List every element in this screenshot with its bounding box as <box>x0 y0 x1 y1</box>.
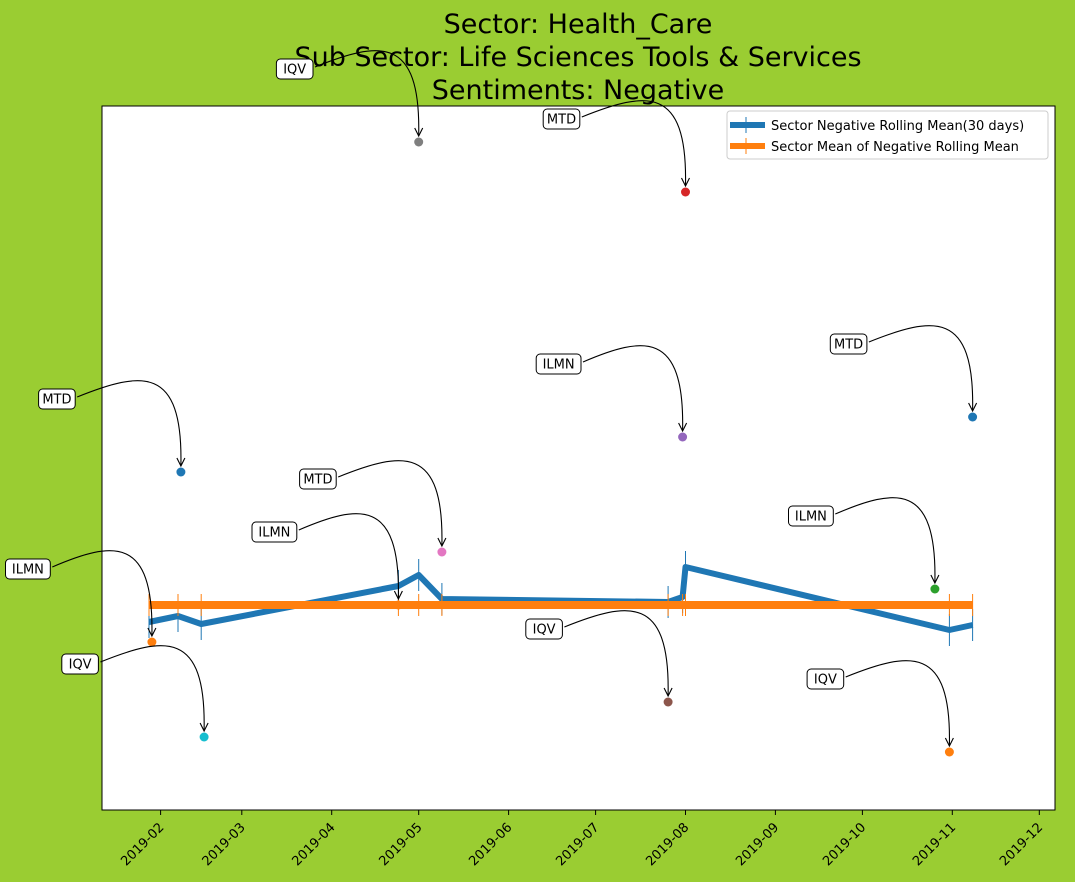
annotation-label-box <box>251 521 298 543</box>
annotation-arrowhead <box>678 422 688 433</box>
title-line-sector: Sector: Health_Care <box>444 9 713 40</box>
annotation-label: ILMN <box>543 358 575 373</box>
annotation-label-box <box>299 468 337 490</box>
annotation-label: MTD <box>303 473 332 488</box>
annotation-point <box>681 187 690 197</box>
annotation-point <box>437 547 447 557</box>
annotation-arrow <box>581 100 687 186</box>
annotation-arrowhead <box>393 590 403 601</box>
annotation-label: IQV <box>814 673 837 688</box>
annotation-label: IQV <box>69 658 92 673</box>
annotation-label-box <box>38 388 76 410</box>
annotation-point <box>663 697 673 707</box>
annotation-point <box>968 412 978 422</box>
annotation-label-box <box>5 558 51 580</box>
x-tick-label: 2019-02 <box>118 820 167 869</box>
plot-area <box>101 105 1056 811</box>
annotation-point <box>147 637 157 647</box>
annotation-arrowhead <box>968 402 978 413</box>
annotation-point <box>930 584 940 594</box>
annotation-label: ILMN <box>795 510 827 525</box>
annotations: ILMN MTD IQV ILMN IQV MTD IQV ILMN MTD ILMN IQV MTD <box>5 50 978 757</box>
x-tick-label: 2019-08 <box>643 820 692 869</box>
x-tick-label: 2019-06 <box>466 820 515 869</box>
annotation-label-box <box>806 668 845 690</box>
x-tick-label: 2019-03 <box>200 820 249 869</box>
annotation-arrowhead <box>199 722 209 733</box>
annotation-point <box>678 432 688 442</box>
legend-label-rolling: Sector Negative Rolling Mean(30 days) <box>771 119 1024 134</box>
annotation-point <box>944 747 954 757</box>
title-line-sentiment: Sentiments: Negative <box>432 75 724 106</box>
annotation-arrow <box>845 660 950 746</box>
x-tick-label: 2019-05 <box>377 820 426 869</box>
annotation-arrowhead <box>681 177 690 188</box>
annotation-label: MTD <box>547 113 576 128</box>
x-tick-label: 2019-10 <box>820 820 869 869</box>
title-line-subsector: Sub Sector: Life Sciences Tools & Servic… <box>294 42 861 73</box>
annotation-arrow <box>314 50 420 136</box>
annotation-point <box>414 137 424 147</box>
annotation-arrow <box>298 513 399 599</box>
annotation-arrowhead <box>437 537 447 548</box>
legend-box <box>726 110 1049 160</box>
annotation-label-box <box>542 108 581 130</box>
annotation-label-box <box>829 333 868 355</box>
x-tick-label: 2019-04 <box>290 820 339 869</box>
annotation-label-box <box>788 505 834 527</box>
x-tick-label: 2019-11 <box>910 820 959 869</box>
annotation-label: MTD <box>834 338 863 353</box>
annotation-arrowhead <box>930 574 940 585</box>
annotation-label: IQV <box>533 623 556 638</box>
annotation-label: IQV <box>283 63 306 78</box>
annotation-label: ILMN <box>12 563 44 578</box>
annotation-label-box <box>525 618 563 640</box>
x-axis: 2019-02 2019-03 2019-04 2019-05 2019-06 2019-… <box>118 810 1046 869</box>
annotation-label: ILMN <box>258 526 290 541</box>
annotation-arrowhead <box>147 627 157 638</box>
legend: Sector Negative Rolling Mean(30 days) Se… <box>726 110 1049 160</box>
annotation-arrowhead <box>176 457 186 468</box>
annotation-label-box <box>61 653 99 675</box>
annotation-arrow <box>52 550 153 636</box>
annotation-arrow <box>76 380 182 466</box>
x-tick-label: 2019-09 <box>733 820 782 869</box>
x-tick-label: 2019-07 <box>553 820 602 869</box>
annotation-label-box <box>275 58 314 80</box>
x-tick-label: 2019-12 <box>997 820 1046 869</box>
annotation-label: MTD <box>42 393 71 408</box>
annotation-arrow <box>835 497 936 583</box>
annotation-arrowhead <box>414 127 424 138</box>
annotation-arrow <box>868 325 974 411</box>
annotation-arrow <box>582 345 684 431</box>
annotation-arrow <box>564 610 669 696</box>
annotation-point <box>176 467 186 477</box>
annotation-arrow <box>100 645 205 731</box>
series-layer <box>148 551 974 646</box>
chart-title: Sector: Health_Care Sub Sector: Life Sci… <box>294 9 861 106</box>
annotation-arrow <box>337 460 443 546</box>
annotation-point <box>199 732 209 742</box>
annotation-arrowhead <box>663 687 673 698</box>
annotation-arrowhead <box>944 737 954 748</box>
annotation-point <box>393 600 403 610</box>
annotation-label-box <box>535 353 582 375</box>
legend-label-mean: Sector Mean of Negative Rolling Mean <box>771 140 1019 155</box>
